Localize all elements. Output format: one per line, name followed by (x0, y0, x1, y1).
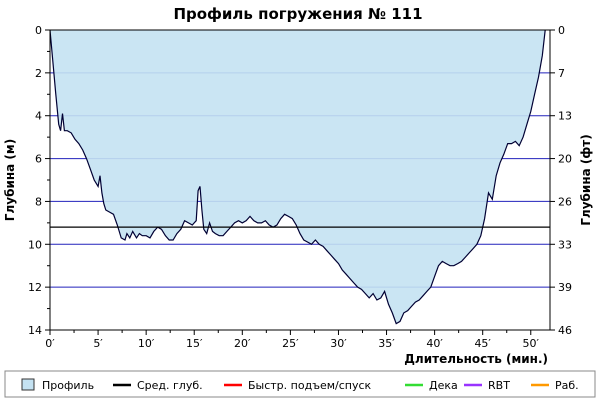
y-right-tick-label: 26 (558, 195, 572, 208)
y-left-tick-label: 8 (35, 195, 42, 208)
y-axis-left-label: Глубина (м) (3, 139, 17, 221)
legend-item: Раб. (531, 379, 579, 392)
x-tick-label: 40′ (426, 337, 443, 350)
y-left-tick-label: 6 (35, 153, 42, 166)
y-left-tick-label: 0 (35, 24, 42, 37)
x-tick-label: 5′ (93, 337, 103, 350)
y-axis-right-ticks: 0 7 13 20 26 33 39 46 (550, 24, 572, 337)
legend-item: Дека (405, 379, 458, 392)
y-axis-right-label: Глубина (фт) (579, 134, 593, 225)
y-right-tick-label: 7 (558, 67, 565, 80)
y-left-tick-label: 10 (28, 238, 42, 251)
x-tick-label: 45′ (474, 337, 491, 350)
x-tick-label: 10′ (138, 337, 155, 350)
x-axis-ticks: 0′ 5′ 10′ 15′ 20′ 25′ 30′ 35′ 40′ 45′ 50′ (45, 330, 540, 350)
legend-label: Профиль (42, 379, 94, 392)
y-right-tick-label: 39 (558, 281, 572, 294)
y-right-tick-label: 13 (558, 110, 572, 123)
legend-label: Сред. глуб. (137, 379, 203, 392)
x-axis-label: Длительность (мин.) (404, 352, 548, 366)
legend-item: Профиль (21, 378, 94, 392)
legend-label: Быстр. подъем/спуск (248, 379, 372, 392)
x-tick-label: 25′ (282, 337, 299, 350)
y-left-tick-label: 14 (28, 324, 42, 337)
y-left-tick-label: 12 (28, 281, 42, 294)
legend-item: RBT (464, 379, 510, 392)
chart-title: Профиль погружения № 111 (173, 5, 422, 23)
y-right-tick-label: 46 (558, 324, 572, 337)
y-right-tick-label: 0 (558, 24, 565, 37)
y-left-tick-label: 4 (35, 110, 42, 123)
legend-label: RBT (488, 379, 510, 392)
legend-item: Сред. глуб. (113, 379, 203, 392)
x-tick-label: 20′ (234, 337, 251, 350)
x-tick-label: 35′ (378, 337, 395, 350)
legend: Профиль Сред. глуб. Быстр. подъем/спуск Дек… (4, 370, 596, 398)
legend-label: Дека (429, 379, 458, 392)
legend-item: Быстр. подъем/спуск (224, 379, 372, 392)
profile-line (49, 29, 546, 325)
y-left-tick-label: 2 (35, 67, 42, 80)
x-tick-label: 0′ (45, 337, 55, 350)
profile-area (50, 30, 546, 324)
legend-swatch-box (21, 378, 35, 391)
x-tick-label: 30′ (330, 337, 347, 350)
y-right-tick-label: 20 (558, 153, 572, 166)
y-right-tick-label: 33 (558, 238, 572, 251)
legend-box (4, 370, 596, 398)
x-tick-label: 50′ (523, 337, 540, 350)
y-axis-left-ticks: 0 2 4 6 8 10 12 14 (28, 24, 50, 337)
legend-label: Раб. (555, 379, 579, 392)
x-tick-label: 15′ (186, 337, 203, 350)
